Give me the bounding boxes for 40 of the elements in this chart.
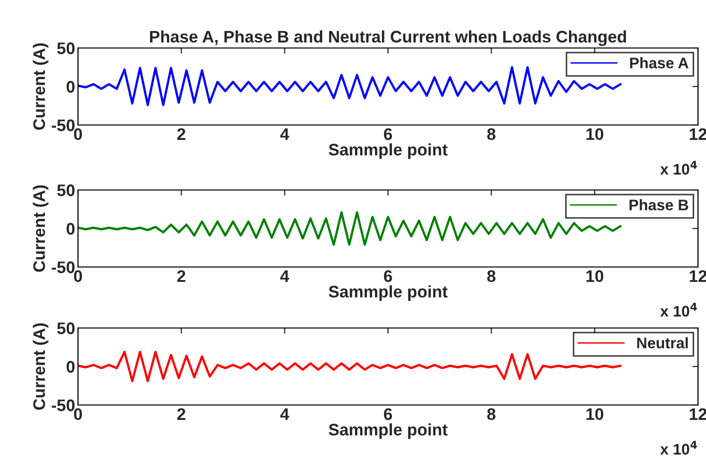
chart-title: Phase A, Phase B and Neutral Current when Loads Changed [150,30,626,46]
x-tick-label: 2 [177,128,186,140]
text: x 10$^{4}$ [660,160,697,175]
x-tick-label: 10 [586,128,604,140]
line-series [78,66,622,106]
x-tick-label: 10 [586,408,604,420]
text: x 10$^{4}$ [660,440,697,455]
y-tick-label: -50 [52,261,75,274]
y-axis-title: Current (A) [32,43,48,130]
x-tick-label: 10 [586,270,604,282]
line-series [78,350,622,382]
x-tick-label: 6 [384,270,392,282]
y-axis-title: Current (A) [32,185,48,272]
x-tick-label: 6 [384,128,392,140]
y-tick-label: 0 [66,80,75,93]
x-axis-title: Sammple point [328,423,448,439]
x-tick-label: 4 [280,128,290,140]
x-tick-label: 2 [177,408,186,420]
legend-label: Neutral [637,337,688,348]
legend-label: Phase B [630,199,688,210]
line-series [78,211,622,246]
y-tick-label: 50 [57,322,75,334]
y-tick-label: -50 [52,119,75,132]
y-axis-title: Current (A) [32,323,48,410]
x-tick-label: 2 [177,270,186,282]
x-tick-label: 8 [487,270,496,282]
y-tick-label: 50 [57,184,75,196]
y-tick-label: 0 [66,360,75,373]
x-tick-label: 8 [487,128,496,140]
x-tick-label: 8 [487,408,496,420]
text: x 10$^{4}$ [660,302,697,317]
x-axis-title: Sammple point [328,143,448,159]
x-tick-label: 4 [280,408,290,420]
legend-label: Phase A [630,57,688,68]
y-tick-label: 0 [66,222,75,235]
y-tick-label: 50 [57,42,75,54]
x-axis-title: Sammple point [328,285,448,301]
x-tick-label: 4 [280,270,290,282]
x-tick-label: 6 [384,408,392,420]
y-tick-label: -50 [52,399,75,412]
